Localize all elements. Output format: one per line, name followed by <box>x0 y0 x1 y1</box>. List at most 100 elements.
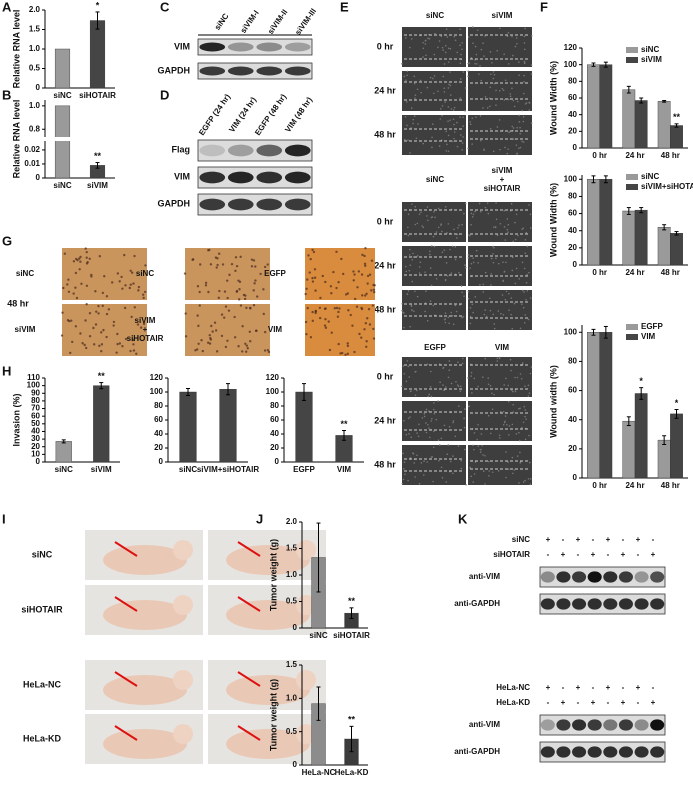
cell-dot <box>311 310 314 314</box>
cell-dot <box>235 290 239 293</box>
cell-speck <box>518 121 521 123</box>
cell-speck <box>408 254 411 256</box>
cell-dot <box>308 271 311 274</box>
cell-speck <box>489 105 491 108</box>
y-tick-label: 80 <box>31 396 40 405</box>
cell-speck <box>472 261 475 264</box>
blot-band <box>634 598 649 610</box>
blot-strip <box>539 741 666 763</box>
cell-dot <box>137 285 141 289</box>
cell-speck <box>529 478 532 480</box>
cell-dot <box>324 280 327 284</box>
lane-label: siVIM-II <box>266 8 289 36</box>
blot-band <box>227 144 254 157</box>
condition-name: siNC <box>512 535 530 544</box>
y-tick-label: 100 <box>266 387 280 396</box>
wound-image <box>468 115 532 155</box>
cell-speck <box>477 262 479 264</box>
cell-speck <box>490 273 493 275</box>
cell-speck <box>426 86 429 89</box>
y-axis-label: Invasion (%) <box>11 393 21 446</box>
cell-speck <box>513 105 516 108</box>
panel-letter: H <box>2 363 11 378</box>
cell-speck <box>502 89 505 92</box>
legend-label: siVIM <box>641 55 662 64</box>
cell-speck <box>495 257 497 260</box>
cell-speck <box>518 407 520 410</box>
cell-speck <box>524 103 527 105</box>
column-label: siHOTAIR <box>484 184 521 193</box>
cell-speck <box>474 461 477 463</box>
cell-speck <box>425 408 428 411</box>
group-label: HeLa-NC <box>23 679 62 689</box>
cell-dot <box>224 305 228 308</box>
cell-speck <box>464 109 466 112</box>
cell-speck <box>471 215 474 218</box>
blot-band <box>650 571 665 583</box>
cell-dot <box>88 311 92 315</box>
cell-dot <box>371 304 375 307</box>
cell-speck <box>524 385 526 388</box>
cell-dot <box>76 258 79 262</box>
cell-speck <box>440 139 443 141</box>
y-tick-label: 120 <box>150 373 164 382</box>
x-tick-label: siHOTAIR <box>79 91 116 100</box>
cell-speck <box>435 277 438 280</box>
blot-band <box>556 598 571 610</box>
cell-dot <box>72 292 75 295</box>
cell-dot <box>305 332 308 336</box>
sign: + <box>621 698 626 707</box>
cell-speck <box>467 147 469 150</box>
y-tick-label: 1.0 <box>29 44 41 53</box>
cell-dot <box>123 306 127 310</box>
cell-speck <box>422 142 425 145</box>
x-tick-label: siVIM <box>91 465 112 474</box>
cell-speck <box>495 89 497 92</box>
cell-dot <box>210 324 213 328</box>
mouse-body <box>103 675 187 705</box>
blot-band <box>603 746 618 758</box>
blot-strip <box>197 62 313 80</box>
cell-dot <box>118 342 122 345</box>
cell-dot <box>129 283 132 286</box>
cell-speck <box>500 411 502 413</box>
cell-speck <box>463 448 466 451</box>
cell-speck <box>430 395 433 398</box>
cell-speck <box>422 226 425 229</box>
cell-speck <box>498 357 501 360</box>
y-tick-label: 1.5 <box>286 544 298 553</box>
cell-speck <box>487 377 490 379</box>
cell-speck <box>499 89 501 92</box>
cell-speck <box>461 223 463 226</box>
cell-speck <box>512 99 515 102</box>
cell-speck <box>488 470 491 472</box>
cell-speck <box>494 226 497 228</box>
cell-speck <box>409 264 412 266</box>
cell-dot <box>307 254 310 257</box>
cell-speck <box>522 481 525 483</box>
mouse-head <box>173 595 193 615</box>
cell-dot <box>313 276 317 279</box>
cell-speck <box>518 482 520 484</box>
cell-speck <box>402 452 404 455</box>
cell-dot <box>215 350 219 353</box>
wound-image <box>402 202 466 242</box>
blot-band <box>603 598 618 610</box>
cell-speck <box>502 313 505 316</box>
cell-speck <box>519 451 521 454</box>
cell-speck <box>475 116 477 118</box>
cell-speck <box>482 454 484 456</box>
condition-label: + <box>143 325 148 334</box>
cell-speck <box>516 376 519 379</box>
cell-dot <box>363 262 367 266</box>
cell-speck <box>450 382 453 385</box>
cell-speck <box>445 150 448 152</box>
cell-dot <box>90 275 93 278</box>
cell-dot <box>213 321 217 324</box>
y-tick-label: 0 <box>275 457 280 466</box>
cell-speck <box>484 206 487 209</box>
cell-dot <box>250 258 254 261</box>
cell-speck <box>446 36 449 38</box>
cell-dot <box>133 254 136 258</box>
mouse-head <box>173 540 193 560</box>
